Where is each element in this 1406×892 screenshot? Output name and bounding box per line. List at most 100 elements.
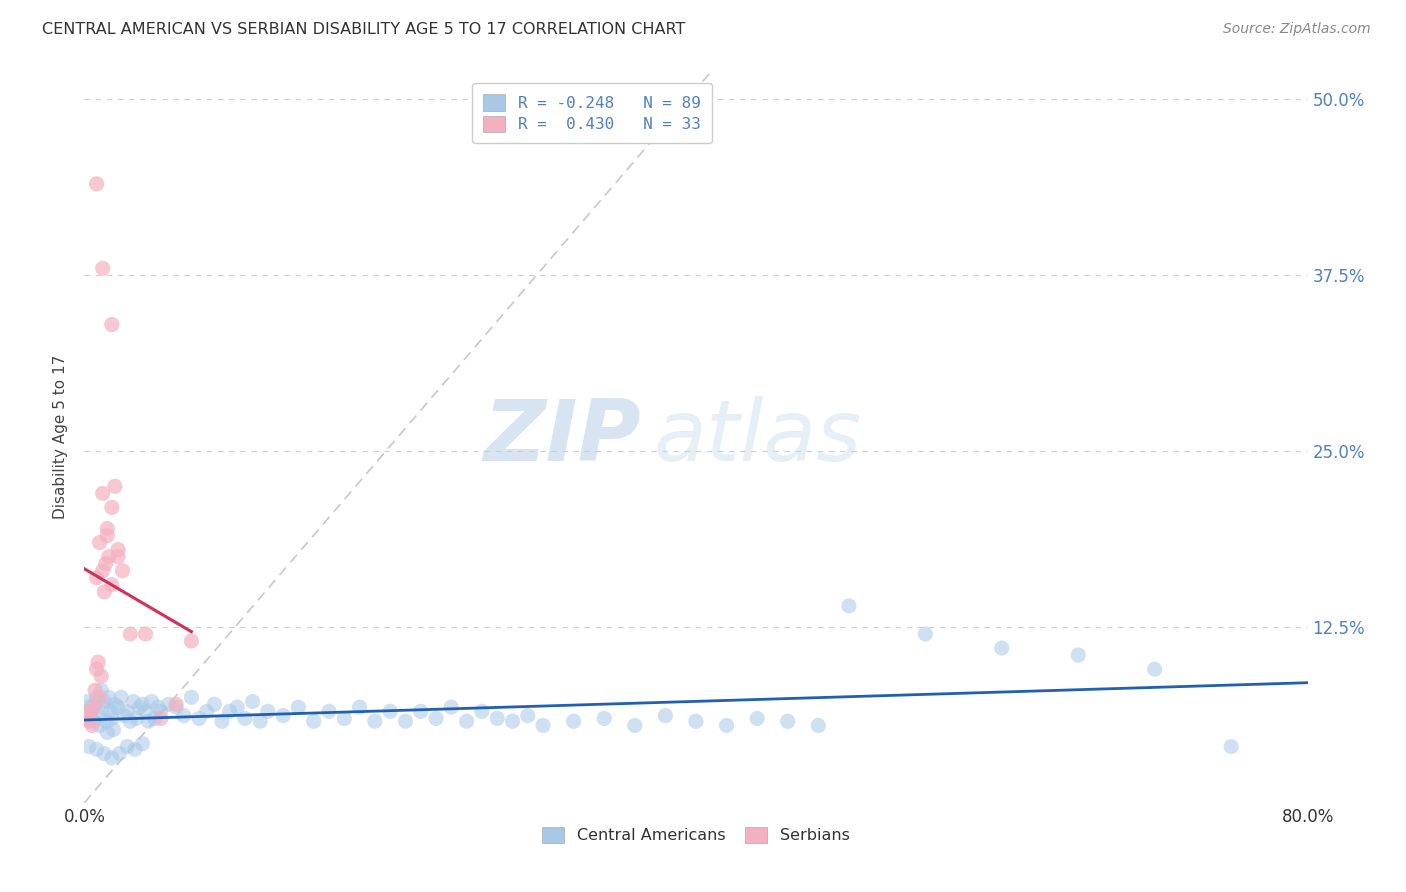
- Point: [104, 479, 127, 493]
- Point: [149, 711, 172, 725]
- Point: [394, 714, 416, 729]
- Point: [91, 486, 114, 500]
- Point: [93, 694, 115, 708]
- Point: [716, 718, 738, 732]
- Point: [86, 177, 108, 191]
- Point: [349, 700, 371, 714]
- Point: [991, 641, 1014, 656]
- Point: [1067, 648, 1090, 662]
- Point: [138, 714, 160, 729]
- Point: [80, 718, 103, 732]
- Point: [94, 557, 117, 571]
- Point: [91, 261, 114, 276]
- Point: [249, 714, 271, 729]
- Point: [776, 714, 799, 729]
- Point: [97, 690, 120, 705]
- Point: [122, 694, 145, 708]
- Point: [914, 627, 936, 641]
- Point: [302, 714, 325, 729]
- Point: [90, 669, 112, 683]
- Point: [77, 700, 100, 714]
- Point: [1220, 739, 1243, 754]
- Point: [77, 714, 100, 729]
- Point: [124, 742, 146, 756]
- Point: [86, 571, 108, 585]
- Point: [747, 711, 769, 725]
- Point: [195, 705, 218, 719]
- Point: [593, 711, 616, 725]
- Point: [486, 711, 509, 725]
- Point: [218, 705, 240, 719]
- Point: [202, 698, 225, 712]
- Point: [149, 705, 172, 719]
- Point: [146, 700, 169, 714]
- Point: [807, 718, 830, 732]
- Point: [84, 698, 107, 712]
- Point: [87, 708, 110, 723]
- Point: [98, 705, 121, 719]
- Point: [93, 584, 115, 599]
- Point: [90, 683, 112, 698]
- Point: [502, 714, 524, 729]
- Point: [104, 698, 127, 712]
- Legend: Central Americans, Serbians: Central Americans, Serbians: [536, 821, 856, 850]
- Point: [120, 714, 142, 729]
- Point: [91, 564, 114, 578]
- Point: [115, 705, 138, 719]
- Point: [107, 700, 129, 714]
- Point: [79, 705, 101, 719]
- Point: [111, 564, 134, 578]
- Point: [143, 711, 166, 725]
- Point: [173, 708, 195, 723]
- Point: [516, 708, 538, 723]
- Point: [233, 711, 256, 725]
- Point: [180, 690, 202, 705]
- Point: [101, 500, 124, 515]
- Point: [91, 700, 114, 714]
- Point: [86, 690, 108, 705]
- Point: [87, 655, 110, 669]
- Point: [165, 698, 187, 712]
- Point: [257, 705, 280, 719]
- Point: [242, 694, 264, 708]
- Text: Source: ZipAtlas.com: Source: ZipAtlas.com: [1223, 22, 1371, 37]
- Point: [188, 711, 211, 725]
- Point: [125, 711, 148, 725]
- Point: [440, 700, 463, 714]
- Point: [115, 739, 138, 754]
- Point: [77, 739, 100, 754]
- Point: [86, 742, 108, 756]
- Point: [101, 751, 124, 765]
- Point: [838, 599, 860, 613]
- Point: [107, 549, 129, 564]
- Point: [456, 714, 478, 729]
- Text: CENTRAL AMERICAN VS SERBIAN DISABILITY AGE 5 TO 17 CORRELATION CHART: CENTRAL AMERICAN VS SERBIAN DISABILITY A…: [42, 22, 686, 37]
- Point: [83, 700, 105, 714]
- Point: [624, 718, 647, 732]
- Point: [131, 698, 153, 712]
- Point: [226, 700, 249, 714]
- Point: [380, 705, 402, 719]
- Point: [364, 714, 387, 729]
- Point: [89, 690, 111, 705]
- Point: [97, 549, 120, 564]
- Point: [84, 683, 107, 698]
- Y-axis label: Disability Age 5 to 17: Disability Age 5 to 17: [53, 355, 69, 519]
- Point: [83, 714, 105, 729]
- Point: [531, 718, 554, 732]
- Point: [94, 714, 117, 729]
- Point: [93, 747, 115, 761]
- Point: [79, 705, 101, 719]
- Point: [165, 700, 187, 714]
- Point: [128, 700, 150, 714]
- Point: [318, 705, 340, 719]
- Point: [135, 627, 157, 641]
- Point: [76, 694, 98, 708]
- Text: atlas: atlas: [654, 395, 860, 479]
- Point: [654, 708, 676, 723]
- Point: [101, 711, 124, 725]
- Point: [333, 711, 356, 725]
- Point: [89, 535, 111, 549]
- Point: [1143, 662, 1166, 676]
- Point: [96, 725, 118, 739]
